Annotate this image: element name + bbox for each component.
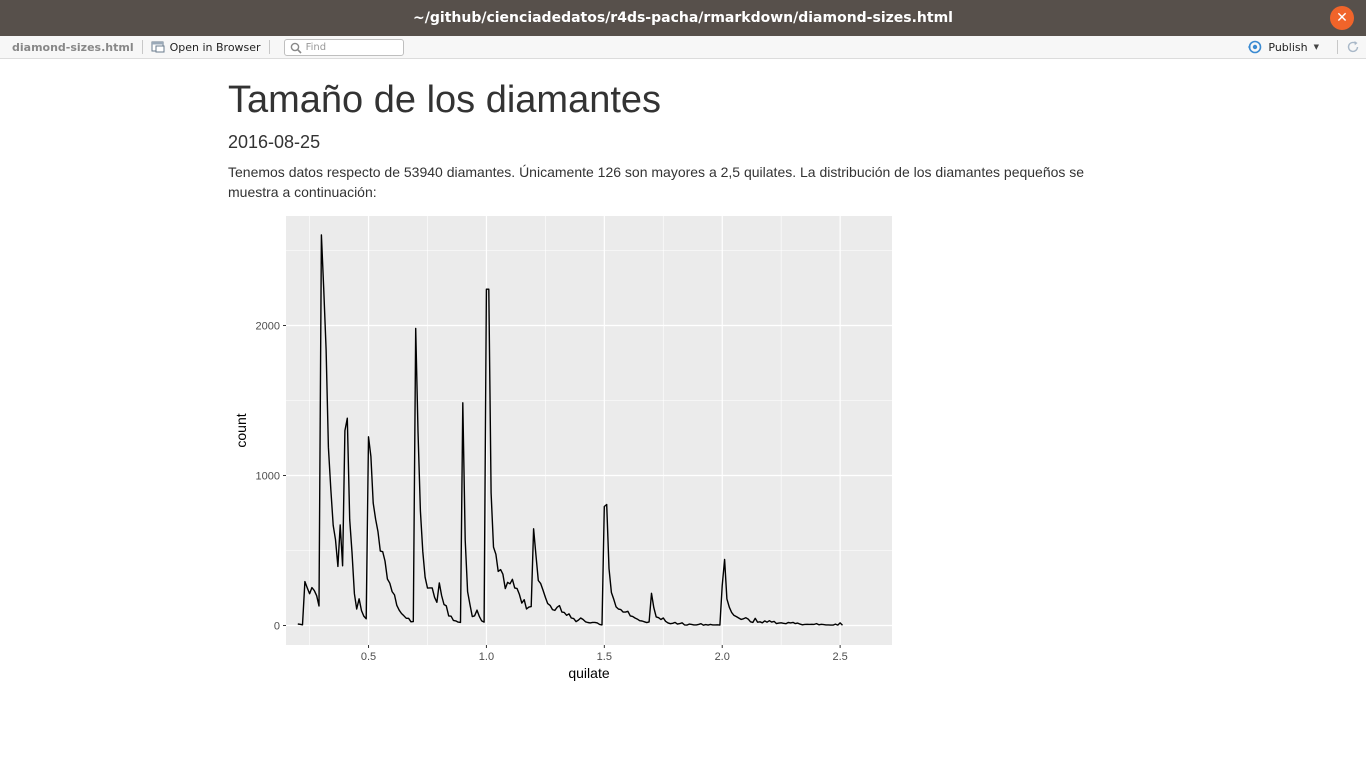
y-tick-label: 2000	[256, 321, 280, 333]
find-input[interactable]	[305, 41, 398, 53]
toolbar-filename: diamond-sizes.html	[12, 40, 134, 54]
frequency-chart: 0.5 1.0 1.5 2.0 2.5 0 1000 2000 quilate count	[228, 200, 900, 690]
publish-button[interactable]: Publish ▼	[1247, 40, 1319, 54]
close-icon: ✕	[1336, 10, 1348, 26]
x-tick-label: 2.5	[832, 651, 847, 663]
window-title: ~/github/cienciadedatos/r4ds-pacha/rmark…	[413, 10, 953, 26]
search-icon	[290, 42, 302, 54]
publish-icon	[1248, 40, 1262, 54]
page-title: Tamaño de los diamantes	[228, 79, 662, 121]
open-in-browser-label: Open in Browser	[169, 40, 261, 54]
close-button[interactable]: ✕	[1330, 6, 1354, 30]
browser-window-icon	[151, 41, 165, 53]
frequency-line	[297, 234, 843, 626]
window-titlebar: ~/github/cienciadedatos/r4ds-pacha/rmark…	[0, 0, 1366, 36]
y-tick-label: 0	[274, 621, 280, 633]
toolbar-right-group: Publish ▼	[1247, 36, 1366, 58]
publish-label: Publish	[1268, 40, 1308, 54]
find-box	[283, 38, 404, 56]
frequency-chart-svg: 0.5 1.0 1.5 2.0 2.5 0 1000 2000 quilate count	[233, 216, 892, 681]
document-body: Tamaño de los diamantes 2016-08-25 Tenem…	[228, 59, 1108, 202]
x-tick-label: 1.5	[597, 651, 612, 663]
y-tick-label: 1000	[256, 471, 280, 483]
plot-panel	[286, 216, 892, 645]
refresh-icon[interactable]	[1346, 40, 1360, 54]
x-tick-label: 0.5	[361, 651, 376, 663]
x-tick-label: 1.0	[479, 651, 494, 663]
y-axis-label: count	[233, 413, 249, 447]
toolbar-divider	[141, 40, 143, 54]
toolbar-divider	[268, 40, 270, 54]
x-tick-label: 2.0	[715, 651, 730, 663]
open-in-browser-button[interactable]: Open in Browser	[151, 41, 261, 54]
page-date: 2016-08-25	[228, 132, 321, 152]
viewer-toolbar: diamond-sizes.html Open in Browser Publi…	[0, 36, 1366, 59]
body-paragraph: Tenemos datos respecto de 53940 diamante…	[228, 164, 1085, 200]
x-axis-label: quilate	[568, 665, 609, 681]
toolbar-divider	[1337, 40, 1338, 54]
chevron-down-icon[interactable]: ▼	[1313, 43, 1319, 51]
